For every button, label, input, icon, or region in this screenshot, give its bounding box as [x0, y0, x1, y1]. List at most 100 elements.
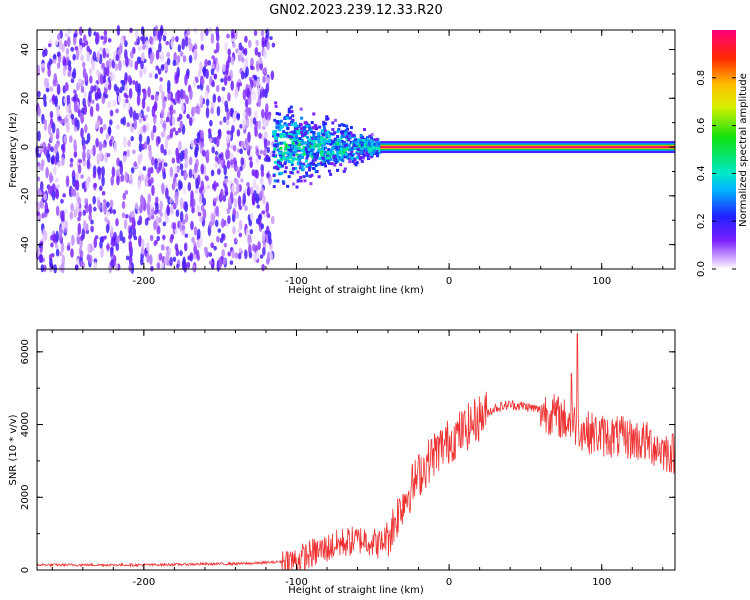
spectrogram-cell — [175, 35, 179, 43]
spectrogram-cell — [139, 69, 143, 78]
spectrogram-cell — [140, 238, 145, 249]
spectrogram-cell — [370, 154, 374, 158]
spectrogram-cell — [208, 137, 213, 143]
spectrogram-cell — [221, 248, 225, 258]
spectrogram-cell — [299, 179, 303, 183]
spectrogram-cell — [129, 211, 134, 218]
spectrogram-cell — [354, 140, 358, 144]
spectrogram-cell — [347, 133, 351, 137]
spectrogram-cell — [105, 66, 110, 77]
spectrogram-cell — [172, 59, 177, 67]
spectrogram-cell — [238, 42, 243, 51]
spectrogram-cell — [223, 242, 228, 248]
spectrogram-cell — [342, 123, 346, 127]
spectrogram-cell — [213, 245, 217, 251]
spectrogram-cell — [359, 148, 363, 152]
spectrogram-cell — [171, 116, 176, 126]
spectrogram-cell — [47, 185, 52, 195]
spectrogram-cell — [320, 152, 324, 156]
spectrogram-cell — [367, 152, 371, 156]
spectrogram-cell — [252, 91, 257, 101]
spectrogram-cell — [310, 173, 314, 177]
spectrogram-cell — [304, 132, 308, 136]
spectrogram-cell — [223, 76, 228, 86]
spectrogram-cell — [273, 160, 277, 164]
spectrogram-cell — [180, 169, 185, 177]
spectrogram-cell — [287, 160, 291, 164]
spectrogram-cell — [293, 145, 297, 149]
spectrogram-cell — [62, 193, 66, 198]
spectrogram-cell — [295, 153, 299, 157]
spectrogram-cell — [227, 92, 231, 102]
spectrogram-cell — [165, 187, 169, 200]
spectrogram-cell — [174, 130, 179, 136]
spectrogram-cell — [55, 127, 60, 140]
spectrogram-cell — [306, 135, 310, 139]
spectrogram-cell — [324, 122, 328, 126]
spectrogram-cell — [325, 134, 329, 138]
spectrogram-cell — [176, 55, 181, 63]
spectrogram-cell — [217, 128, 222, 140]
spectrogram-cell — [128, 241, 133, 254]
spectrogram-cell — [369, 153, 373, 157]
spectrogram-cell — [56, 33, 61, 41]
spectrogram-cell — [47, 67, 51, 78]
spectrogram-cell — [86, 158, 91, 170]
snr-x-tick-label: -100 — [285, 577, 308, 588]
spectrogram-x-tick-label: 100 — [592, 276, 611, 287]
spectrogram-cell — [283, 160, 287, 164]
spectrogram-cell — [311, 148, 315, 152]
spectrogram-cell — [169, 256, 173, 267]
spectrogram-cell — [184, 36, 189, 47]
spectrogram-cell — [41, 212, 45, 219]
spectrogram-cell — [303, 152, 307, 156]
spectrogram-cell — [345, 147, 349, 151]
spectrogram-cell — [313, 139, 317, 143]
spectrogram-cell — [229, 159, 234, 166]
spectrogram-cell — [50, 156, 55, 163]
spectrogram-cell — [345, 124, 349, 128]
spectrogram-cell — [211, 81, 215, 88]
colorbar-label: Normalized spectral amplitude — [738, 73, 749, 227]
spectrogram-cell — [182, 186, 187, 195]
spectrogram-cell — [343, 167, 347, 171]
spectrogram-cell — [138, 142, 143, 153]
spectrogram-cell — [227, 55, 232, 64]
spectrogram-cell — [273, 166, 277, 170]
spectrogram-cell — [257, 241, 261, 251]
spectrogram-cell — [342, 153, 346, 157]
spectrogram-cell — [307, 166, 311, 170]
spectrogram-cell — [55, 205, 60, 217]
spectrogram-cell — [216, 235, 220, 243]
spectrogram-cell — [104, 81, 109, 89]
spectrogram-cell — [329, 172, 333, 176]
spectrogram-cell — [121, 212, 126, 219]
spectrogram-cell — [63, 97, 68, 104]
spectrogram-cell — [145, 42, 150, 52]
spectrogram-cell — [95, 32, 100, 44]
spectrogram-cell — [156, 262, 161, 269]
spectrogram-cell — [335, 154, 339, 158]
spectrogram-cell — [375, 149, 379, 153]
spectrogram-cell — [236, 183, 240, 194]
spectrogram-cell — [158, 209, 162, 214]
spectrogram-cell — [348, 146, 352, 150]
spectrogram-cell — [175, 74, 179, 84]
spectrogram-cell — [200, 141, 205, 148]
spectrogram-cell — [160, 143, 164, 154]
spectrogram-cell — [315, 127, 319, 131]
spectrogram-cell — [270, 215, 275, 225]
spectrogram-cell — [373, 138, 377, 142]
spectrogram-cell — [50, 234, 54, 241]
spectrogram-cell — [128, 88, 133, 99]
spectrogram-cell — [154, 35, 158, 42]
spectrogram-cell — [94, 91, 99, 99]
spectrogram-cell — [205, 98, 210, 107]
spectrogram-cell — [222, 63, 226, 73]
spectrogram-cell — [182, 219, 186, 225]
spectrogram-cell — [320, 147, 324, 151]
spectrogram-cell — [258, 214, 262, 220]
spectrogram-cell — [172, 256, 177, 262]
spectrogram-cell — [164, 61, 168, 72]
